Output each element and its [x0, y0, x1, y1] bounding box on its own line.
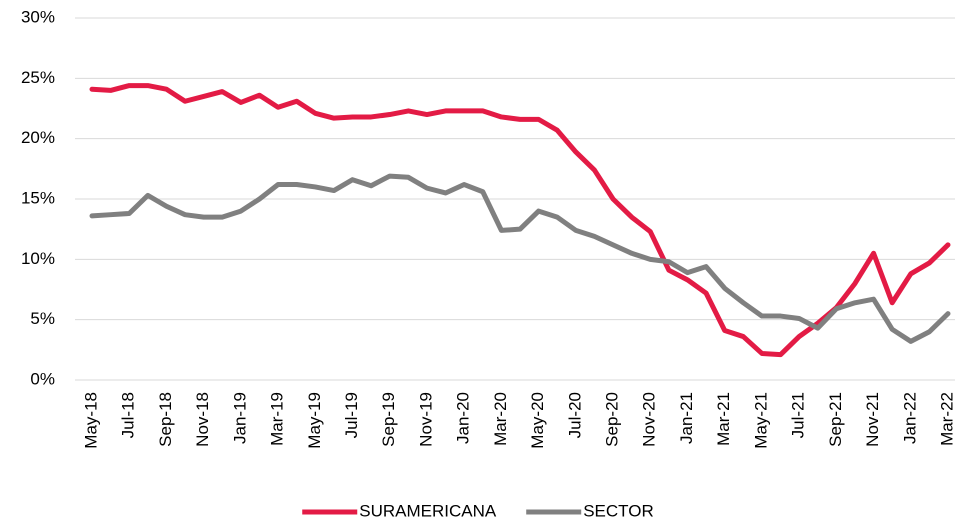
x-tick-label: Nov-19 [416, 392, 435, 447]
x-tick-label: Jul-21 [789, 392, 808, 438]
x-tick-label: Mar-20 [491, 392, 510, 446]
series-line [89, 83, 951, 358]
legend-label: SECTOR [583, 501, 654, 520]
x-tick-label: Jul-19 [342, 392, 361, 438]
x-tick-label: Jul-20 [565, 392, 584, 438]
series-line [89, 173, 951, 344]
x-tick-label: Jan-21 [677, 392, 696, 444]
y-tick-label: 10% [21, 249, 55, 268]
x-tick-label: Sep-20 [603, 392, 622, 447]
x-tick-label: Sep-18 [156, 392, 175, 447]
x-tick-label: May-20 [528, 392, 547, 449]
x-tick-label: Jan-20 [454, 392, 473, 444]
y-tick-label: 15% [21, 188, 55, 207]
y-tick-label: 0% [30, 369, 55, 388]
x-tick-label: Nov-21 [863, 392, 882, 447]
y-tick-label: 25% [21, 68, 55, 87]
x-tick-label: Sep-19 [379, 392, 398, 447]
x-tick-label: Jul-18 [119, 392, 138, 438]
x-tick-label: Sep-21 [826, 392, 845, 447]
x-tick-label: Mar-21 [714, 392, 733, 446]
x-tick-label: Mar-22 [937, 392, 956, 446]
x-tick-label: Mar-19 [268, 392, 287, 446]
x-tick-label: Nov-18 [193, 392, 212, 447]
y-tick-label: 30% [21, 7, 55, 26]
x-tick-label: Nov-20 [640, 392, 659, 447]
y-tick-label: 5% [30, 309, 55, 328]
x-tick-label: Jan-19 [230, 392, 249, 444]
x-tick-label: Jan-22 [900, 392, 919, 444]
legend-label: SURAMERICANA [359, 501, 497, 520]
legend: SURAMERICANA SECTOR [302, 501, 654, 520]
x-tick-label: May-19 [305, 392, 324, 449]
x-tick-label: May-18 [81, 392, 100, 449]
y-tick-label: 20% [21, 128, 55, 147]
x-tick-label: May-21 [751, 392, 770, 449]
